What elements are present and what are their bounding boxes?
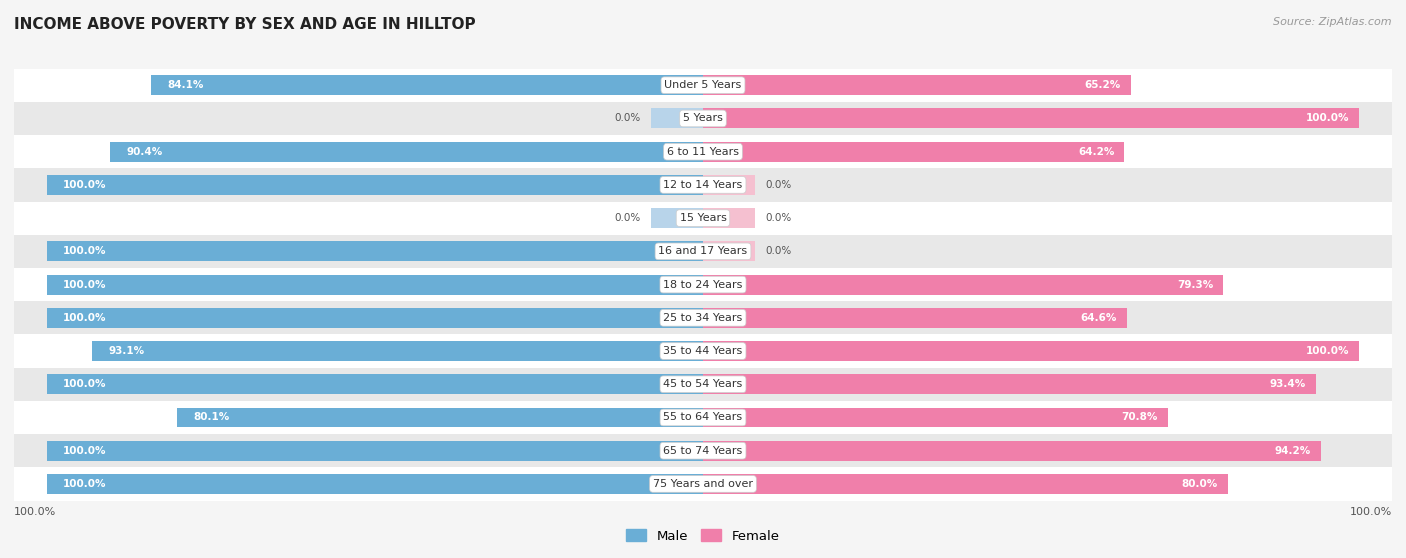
Text: Under 5 Years: Under 5 Years <box>665 80 741 90</box>
Bar <box>0 467 1406 501</box>
Bar <box>703 108 1360 128</box>
Bar <box>46 441 703 461</box>
Bar <box>177 407 703 427</box>
Text: 15 Years: 15 Years <box>679 213 727 223</box>
Bar <box>46 308 703 328</box>
Bar <box>152 75 703 95</box>
Text: 0.0%: 0.0% <box>614 113 641 123</box>
Text: 100.0%: 100.0% <box>63 313 107 323</box>
Bar <box>46 275 703 295</box>
Text: 84.1%: 84.1% <box>167 80 204 90</box>
Text: 80.1%: 80.1% <box>194 412 231 422</box>
Bar <box>46 175 703 195</box>
Text: 0.0%: 0.0% <box>614 213 641 223</box>
Bar <box>0 201 1406 235</box>
Text: 93.1%: 93.1% <box>108 346 145 356</box>
Bar <box>0 102 1406 135</box>
Text: 100.0%: 100.0% <box>63 479 107 489</box>
Text: 35 to 44 Years: 35 to 44 Years <box>664 346 742 356</box>
Bar <box>46 474 703 494</box>
Text: 12 to 14 Years: 12 to 14 Years <box>664 180 742 190</box>
Text: 100.0%: 100.0% <box>1306 346 1350 356</box>
Text: 79.3%: 79.3% <box>1177 280 1213 290</box>
Text: 64.6%: 64.6% <box>1081 313 1116 323</box>
Bar <box>0 334 1406 368</box>
Bar <box>703 75 1130 95</box>
Bar <box>0 235 1406 268</box>
Bar <box>703 341 1360 361</box>
Text: 65.2%: 65.2% <box>1084 80 1121 90</box>
Text: 18 to 24 Years: 18 to 24 Years <box>664 280 742 290</box>
Text: 45 to 54 Years: 45 to 54 Years <box>664 379 742 389</box>
Text: Source: ZipAtlas.com: Source: ZipAtlas.com <box>1274 17 1392 27</box>
Bar <box>703 308 1126 328</box>
Bar <box>651 208 703 228</box>
Bar <box>0 169 1406 201</box>
Text: 94.2%: 94.2% <box>1275 446 1312 456</box>
Bar <box>703 275 1223 295</box>
Text: 0.0%: 0.0% <box>765 246 792 256</box>
Text: 6 to 11 Years: 6 to 11 Years <box>666 147 740 157</box>
Bar <box>46 242 703 261</box>
Bar <box>703 142 1125 162</box>
Text: 100.0%: 100.0% <box>63 446 107 456</box>
Text: 64.2%: 64.2% <box>1078 147 1115 157</box>
Bar <box>703 407 1167 427</box>
Bar <box>0 368 1406 401</box>
Legend: Male, Female: Male, Female <box>621 524 785 548</box>
Bar <box>651 108 703 128</box>
Bar <box>703 441 1322 461</box>
Text: 5 Years: 5 Years <box>683 113 723 123</box>
Bar <box>703 208 755 228</box>
Bar <box>0 135 1406 169</box>
Text: 100.0%: 100.0% <box>63 180 107 190</box>
Bar <box>0 268 1406 301</box>
Bar <box>0 301 1406 334</box>
Bar <box>703 242 755 261</box>
Bar <box>703 474 1227 494</box>
Text: 100.0%: 100.0% <box>63 246 107 256</box>
Bar <box>46 374 703 394</box>
Text: 70.8%: 70.8% <box>1122 412 1157 422</box>
Bar <box>703 175 755 195</box>
Text: 25 to 34 Years: 25 to 34 Years <box>664 313 742 323</box>
Bar <box>0 434 1406 467</box>
Bar <box>0 69 1406 102</box>
Text: 80.0%: 80.0% <box>1182 479 1218 489</box>
Text: 0.0%: 0.0% <box>765 213 792 223</box>
Bar <box>0 401 1406 434</box>
Text: 100.0%: 100.0% <box>63 280 107 290</box>
Text: 65 to 74 Years: 65 to 74 Years <box>664 446 742 456</box>
Bar <box>703 374 1316 394</box>
Text: 16 and 17 Years: 16 and 17 Years <box>658 246 748 256</box>
Text: 93.4%: 93.4% <box>1270 379 1306 389</box>
Text: 100.0%: 100.0% <box>63 379 107 389</box>
Text: 100.0%: 100.0% <box>1306 113 1350 123</box>
Text: 90.4%: 90.4% <box>127 147 163 157</box>
Bar <box>93 341 703 361</box>
Text: 0.0%: 0.0% <box>765 180 792 190</box>
Bar <box>110 142 703 162</box>
Text: 100.0%: 100.0% <box>14 507 56 517</box>
Text: 55 to 64 Years: 55 to 64 Years <box>664 412 742 422</box>
Text: 75 Years and over: 75 Years and over <box>652 479 754 489</box>
Text: 100.0%: 100.0% <box>1350 507 1392 517</box>
Text: INCOME ABOVE POVERTY BY SEX AND AGE IN HILLTOP: INCOME ABOVE POVERTY BY SEX AND AGE IN H… <box>14 17 475 32</box>
